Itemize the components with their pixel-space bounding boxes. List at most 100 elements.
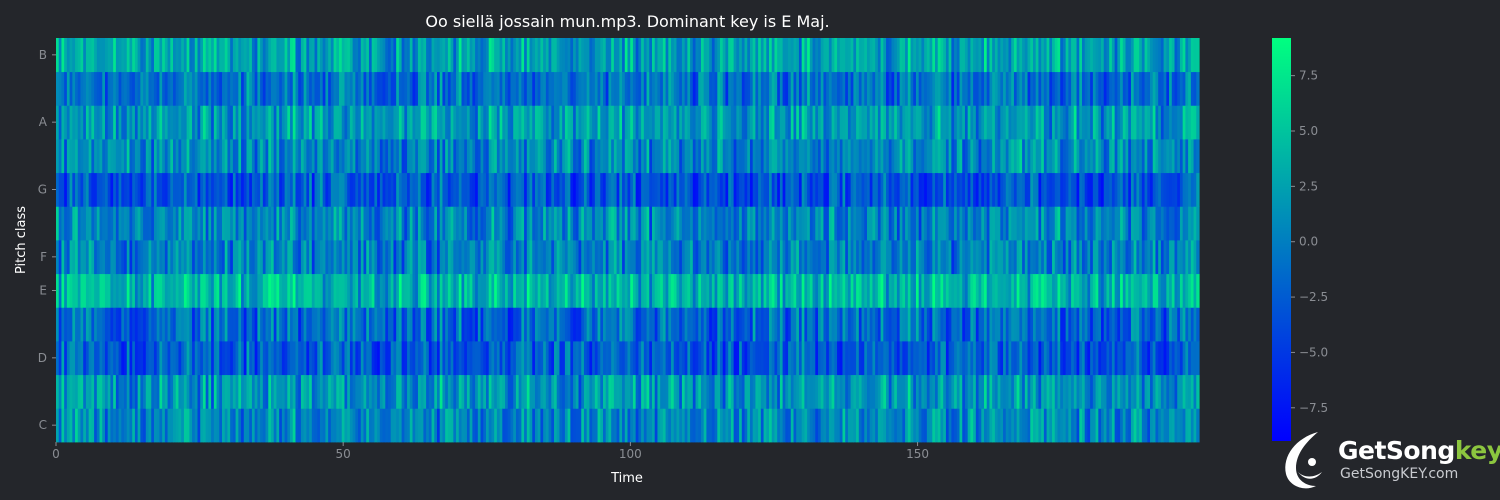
heatmap-cell [1133,307,1138,342]
heatmap-cell [543,71,547,106]
heatmap-cell [232,206,237,241]
heatmap-cell [306,341,310,376]
heatmap-cell [162,206,166,241]
heatmap-cell [684,307,688,342]
heatmap-cell [534,273,539,308]
heatmap-cell [1141,139,1146,174]
heatmap-cell [937,105,942,140]
heatmap-cell [295,71,299,106]
heatmap-cell [1041,71,1045,106]
heatmap-cell [630,341,634,376]
heatmap-cell [483,408,487,443]
heatmap-cell [935,105,939,140]
heatmap-cell [69,206,73,241]
heatmap-cell [692,341,697,376]
heatmap-cell [779,38,784,73]
heatmap-cell [241,139,245,174]
heatmap-cell [532,206,536,241]
heatmap-cell [480,273,484,308]
heatmap-cell [943,139,947,174]
heatmap-cell [935,341,939,376]
heatmap-cell [251,273,256,308]
heatmap-cell [153,307,158,342]
heatmap-cell [700,206,705,241]
heatmap-cell [349,273,354,308]
heatmap-cell [747,307,751,342]
heatmap-cell [649,273,653,308]
heatmap-cell [162,105,166,140]
heatmap-cell [488,408,493,443]
heatmap-cell [924,374,928,409]
heatmap-cell [910,307,914,342]
heatmap-cell [246,307,250,342]
heatmap-cell [823,172,827,207]
heatmap-cell [1081,139,1086,174]
heatmap-cell [333,240,337,275]
heatmap-cell [513,105,517,140]
heatmap-cell [1073,139,1078,174]
heatmap-cell [1155,71,1159,106]
heatmap-cell [415,38,419,73]
heatmap-cell [496,71,501,106]
heatmap-cell [1122,71,1127,106]
heatmap-cell [845,341,849,376]
heatmap-cell [300,105,305,140]
heatmap-cell [877,71,882,106]
heatmap-cell [333,139,337,174]
heatmap-cell [197,172,201,207]
heatmap-cell [341,206,346,241]
heatmap-cell [401,408,405,443]
heatmap-cell [989,408,993,443]
heatmap-cell [627,273,631,308]
heatmap-cell [230,273,234,308]
heatmap-cell [238,408,242,443]
heatmap-cell [379,139,384,174]
heatmap-cell [1169,374,1173,409]
heatmap-cell [1073,307,1078,342]
heatmap-cell [344,105,348,140]
heatmap-cell [276,71,280,106]
heatmap-cell [831,172,835,207]
heatmap-cell [875,408,879,443]
heatmap-cell [238,341,242,376]
heatmap-cell [461,307,465,342]
heatmap-cell [856,273,860,308]
heatmap-cell [1166,273,1170,308]
heatmap-cell [156,105,161,140]
heatmap-cell [153,374,158,409]
heatmap-cell [181,341,185,376]
heatmap-cell [700,139,705,174]
heatmap-cell [1169,139,1173,174]
heatmap-cell [124,273,128,308]
heatmap-cell [330,38,335,73]
heatmap-cell [194,240,199,275]
heatmap-cell [766,240,770,275]
heatmap-cell [505,273,509,308]
heatmap-cell [627,240,631,275]
heatmap-cell [1120,105,1124,140]
heatmap-cell [502,71,506,106]
heatmap-cell [360,374,365,409]
heatmap-cell [469,408,473,443]
heatmap-cell [1155,172,1159,207]
heatmap-cell [153,172,158,207]
heatmap-cell [518,341,522,376]
heatmap-cell [1163,374,1167,409]
heatmap-cell [257,341,261,376]
heatmap-cell [638,105,642,140]
heatmap-cell [994,240,999,275]
heatmap-cell [556,206,561,241]
heatmap-cell [328,105,332,140]
heatmap-cell [1141,240,1146,275]
heatmap-cell [945,408,950,443]
heatmap-cell [586,240,590,275]
heatmap-cell [540,341,544,376]
heatmap-cell [309,374,313,409]
heatmap-cell [695,341,699,376]
heatmap-cell [984,38,988,73]
heatmap-cell [711,139,716,174]
heatmap-cell [341,240,346,275]
heatmap-cell [1130,206,1135,241]
heatmap-cell [842,341,846,376]
heatmap-cell [466,105,471,140]
